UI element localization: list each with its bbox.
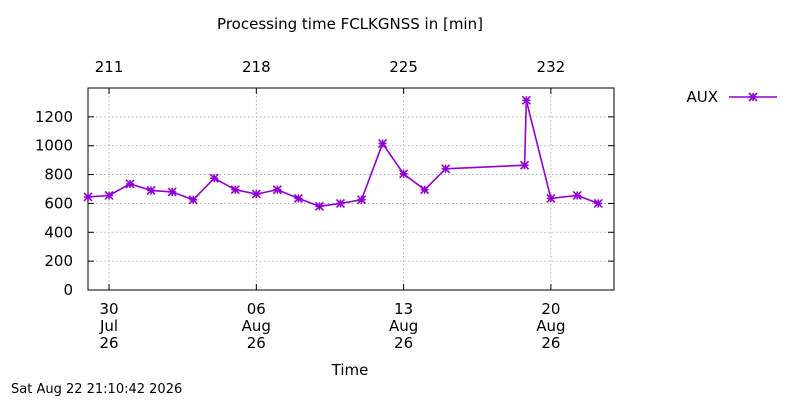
legend-marker xyxy=(748,92,758,102)
y-tick-label: 1200 xyxy=(35,108,73,126)
x-tick-label-line: 20 xyxy=(541,300,560,318)
plot-frame xyxy=(87,87,615,291)
x-tick-label: 30 Jul 26 xyxy=(99,300,119,352)
legend: AUX xyxy=(686,88,777,106)
x-tick-label-line: Aug xyxy=(242,317,271,335)
x-tick-label: 20 Aug 26 xyxy=(536,300,565,352)
grid xyxy=(88,88,614,290)
data-point xyxy=(521,95,531,105)
x-axis-label: Time xyxy=(331,361,369,379)
data-point xyxy=(314,201,325,211)
x2-tick-label: 218 xyxy=(242,58,271,76)
x-tick-label-line: 26 xyxy=(247,334,266,352)
data-point xyxy=(335,198,346,208)
data-point xyxy=(441,164,451,174)
data-point xyxy=(146,185,156,196)
series xyxy=(83,95,603,211)
data-point xyxy=(356,195,367,205)
y-tick-label: 600 xyxy=(44,194,73,212)
data-point xyxy=(209,173,219,183)
data-point xyxy=(399,169,409,179)
data-point xyxy=(377,138,388,149)
x-tick-label-line: 30 xyxy=(99,300,118,318)
x2-tick-label: 211 xyxy=(95,58,124,76)
x-tick-label-line: 06 xyxy=(247,300,266,318)
x-tick-label-line: 26 xyxy=(394,334,413,352)
x-tick-label: 13 Aug 26 xyxy=(389,300,418,352)
series-line-aux xyxy=(87,100,599,208)
data-point xyxy=(546,193,556,203)
x2-tick-label: 225 xyxy=(389,58,418,76)
timestamp: Sat Aug 22 21:10:42 2026 xyxy=(11,382,183,397)
data-point xyxy=(572,190,582,201)
data-point xyxy=(272,185,282,195)
data-point xyxy=(230,185,240,195)
y-tick-label: 800 xyxy=(44,166,73,184)
x-tick-label-line: 26 xyxy=(99,334,118,352)
x-tick-label-line: Aug xyxy=(536,317,565,335)
y-tick-label: 200 xyxy=(44,252,73,270)
y-tick-label: 400 xyxy=(44,223,73,241)
x-tick-label-line: Jul xyxy=(99,317,118,335)
x-tick-label-line: 13 xyxy=(394,300,413,318)
data-point xyxy=(251,189,261,199)
data-point xyxy=(188,195,198,205)
data-point xyxy=(167,187,177,197)
x-tick-label-line: 26 xyxy=(541,334,560,352)
data-point xyxy=(125,179,135,189)
data-point xyxy=(293,193,303,203)
data-point xyxy=(520,160,530,170)
x-tick-label: 06 Aug 26 xyxy=(242,300,271,352)
x2-tick-label: 232 xyxy=(537,58,566,76)
chart-title: Processing time FCLKGNSS in [min] xyxy=(217,15,483,33)
data-point xyxy=(83,192,93,202)
y-tick-label: 1000 xyxy=(35,137,73,155)
data-point xyxy=(420,185,430,195)
data-point xyxy=(593,198,603,208)
data-point xyxy=(104,190,114,201)
legend-label: AUX xyxy=(686,88,718,106)
y-tick-label: 0 xyxy=(63,281,73,299)
x-tick-label-line: Aug xyxy=(389,317,418,335)
